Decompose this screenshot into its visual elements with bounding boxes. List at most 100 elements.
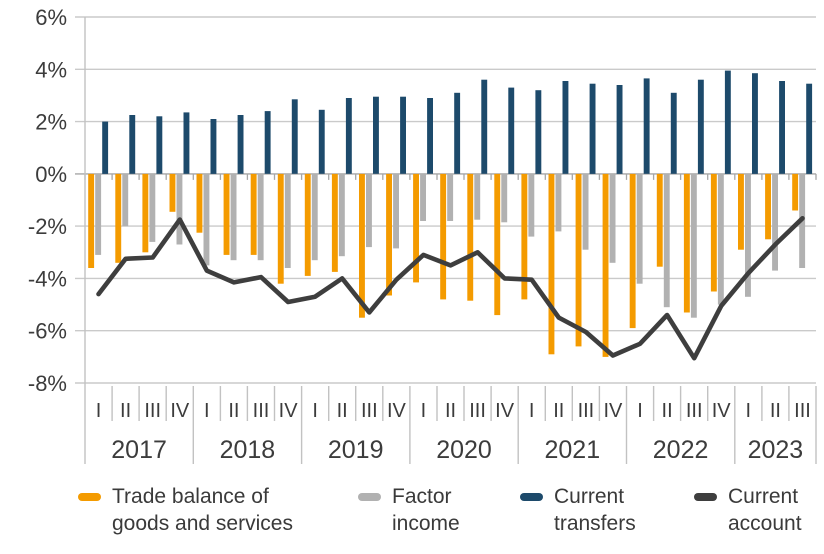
bar: [697, 79, 704, 174]
bar: [129, 115, 136, 174]
quarter-label: IV: [603, 400, 623, 422]
y-tick-label: -2%: [28, 214, 67, 239]
bar: [582, 173, 589, 250]
bar: [413, 173, 419, 283]
bar: [149, 173, 156, 242]
bar: [440, 173, 447, 300]
quarter-label: III: [253, 400, 270, 422]
bar: [589, 83, 596, 174]
bars-series-0: [88, 173, 799, 357]
bar: [359, 173, 365, 318]
legend-label-current-account: Current account: [728, 485, 802, 535]
bar: [183, 112, 190, 174]
bar: [656, 173, 663, 267]
bar: [474, 173, 481, 220]
quarter-label: II: [553, 400, 564, 422]
quarter-label: II: [228, 400, 239, 422]
bar: [95, 173, 102, 255]
bar: [447, 173, 454, 221]
bar: [629, 173, 636, 329]
bar: [575, 173, 582, 347]
bar: [230, 173, 237, 261]
bar: [331, 173, 338, 272]
factor-income-swatch-icon: [358, 493, 381, 501]
bars-series-1: [95, 173, 806, 318]
quarter-label: II: [337, 400, 348, 422]
bar: [366, 173, 372, 248]
zero-line-ticks: [84, 173, 817, 180]
y-tick-label: 4%: [35, 57, 67, 82]
bar: [745, 173, 751, 297]
quarter-label: IV: [279, 400, 299, 422]
quarter-label: II: [662, 400, 673, 422]
bar: [481, 79, 488, 174]
bar: [264, 111, 271, 174]
bar: [521, 173, 528, 300]
y-tick-label: 0%: [35, 162, 67, 187]
bar: [454, 92, 461, 174]
bar: [724, 70, 731, 174]
bar: [427, 98, 433, 174]
quarter-label: I: [637, 400, 643, 422]
year-label: 2021: [544, 436, 600, 464]
bar: [643, 78, 650, 174]
bar: [562, 81, 569, 174]
trade-balance-swatch-icon: [78, 493, 101, 501]
year-label: 2017: [111, 436, 167, 464]
year-label: 2022: [653, 436, 709, 464]
bar: [203, 173, 210, 266]
quarter-label: II: [770, 400, 781, 422]
bar: [142, 173, 149, 253]
bar: [257, 173, 264, 261]
bar: [122, 173, 129, 227]
year-label: 2023: [748, 436, 804, 464]
bar: [176, 173, 183, 245]
y-tick-label: -8%: [28, 371, 67, 396]
y-tick-label: -6%: [28, 319, 67, 344]
bar: [115, 173, 122, 263]
bar: [467, 173, 474, 301]
legend-item-current-account: Current account: [694, 483, 802, 537]
bar: [636, 173, 643, 284]
bar: [386, 173, 392, 296]
bar: [494, 173, 501, 316]
bar: [616, 85, 623, 174]
quarter-label: III: [469, 400, 486, 422]
bar: [373, 96, 379, 174]
bar: [602, 173, 609, 357]
bar: [501, 173, 508, 223]
quarter-label: I: [746, 400, 752, 422]
bar: [752, 73, 758, 174]
bar: [508, 87, 515, 174]
bar: [400, 96, 406, 174]
quarter-label: III: [361, 400, 378, 422]
quarter-label: III: [794, 400, 811, 422]
bar: [683, 173, 690, 313]
current-account-swatch-icon: [694, 493, 717, 501]
chart-legend: Trade balance of goods and services Fact…: [0, 483, 824, 549]
bar: [738, 173, 744, 250]
x-axis-separators: [111, 386, 817, 464]
quarter-label: I: [312, 400, 318, 422]
bar: [548, 173, 555, 355]
legend-label-factor-income: Factor income: [392, 485, 460, 535]
bar: [156, 116, 163, 174]
legend-label-current-transfers: Current transfers: [554, 485, 636, 535]
year-label: 2020: [436, 436, 492, 464]
quarter-label: IV: [495, 400, 515, 422]
bar: [806, 83, 813, 174]
current-transfers-swatch-icon: [520, 493, 543, 501]
bar: [223, 173, 230, 255]
quarter-label: IV: [170, 400, 190, 422]
y-tick-label: 6%: [35, 5, 67, 30]
bar: [88, 173, 95, 268]
bar: [772, 173, 778, 271]
quarter-label: III: [686, 400, 703, 422]
bar: [670, 92, 677, 174]
bar: [304, 173, 311, 276]
quarter-label: IV: [712, 400, 732, 422]
quarter-label: I: [204, 400, 210, 422]
